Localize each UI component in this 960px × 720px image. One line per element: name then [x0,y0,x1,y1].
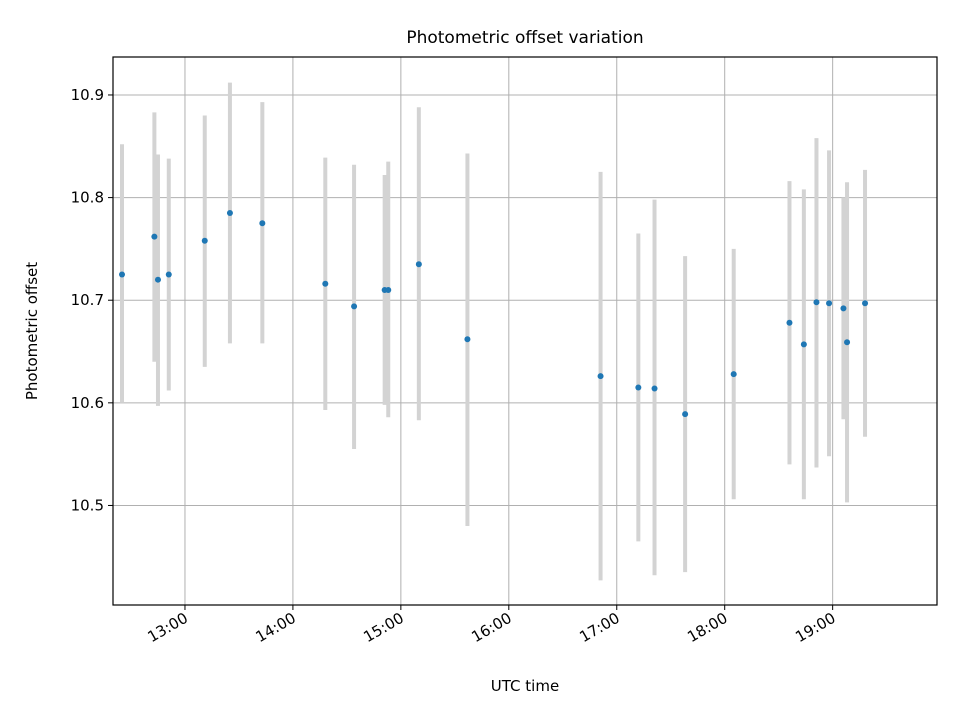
y-tick-label: 10.7 [71,291,104,309]
x-axis-label: UTC time [491,677,559,695]
y-axis-label: Photometric offset [23,262,41,400]
data-point [415,261,422,268]
y-tick-label: 10.9 [71,86,104,104]
data-point [259,220,266,227]
data-point [385,286,392,293]
data-point [800,341,807,348]
data-point [226,209,233,216]
data-point [351,303,358,310]
data-point [154,276,161,283]
y-tick-label: 10.5 [71,496,104,514]
data-point [730,371,737,378]
data-point [151,233,158,240]
data-point [651,385,658,392]
data-point [844,339,851,346]
data-point [201,237,208,244]
data-point [635,384,642,391]
data-point [682,411,689,418]
point-layer [118,209,869,418]
data-point [165,271,172,278]
data-point [840,305,847,312]
chart-title: Photometric offset variation [406,28,643,48]
data-point [597,373,604,380]
y-tick-label: 10.8 [71,189,104,207]
data-point [118,271,125,278]
y-tick-label: 10.6 [71,394,104,412]
data-point [464,336,471,343]
data-point [322,280,329,287]
grid-layer [113,57,937,605]
data-point [786,319,793,326]
data-point [826,300,833,307]
data-point [862,300,869,307]
plot-frame [112,56,938,606]
data-point [813,299,820,306]
